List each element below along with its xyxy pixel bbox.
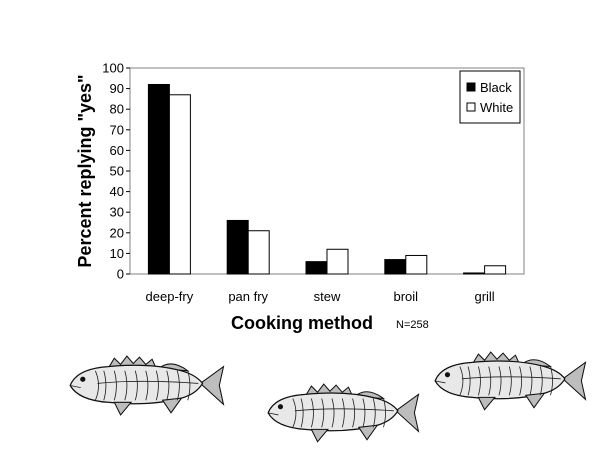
y-tick-label: 30 xyxy=(110,205,124,220)
bar-white-pan-fry xyxy=(247,230,270,275)
fish-illustration-right xyxy=(434,351,587,411)
y-tick-label: 70 xyxy=(110,122,124,137)
bar-black-grill xyxy=(463,272,486,275)
bar-white-grill xyxy=(484,265,507,275)
bar-black-stew xyxy=(305,261,328,275)
x-tick-label: pan fry xyxy=(228,289,268,304)
y-tick-label: 80 xyxy=(110,102,124,117)
legend-swatch-black xyxy=(466,82,476,92)
legend-swatch-white xyxy=(466,102,476,112)
fish-illustration-left xyxy=(69,355,225,416)
x-tick-label: grill xyxy=(474,289,494,304)
y-tick-label: 90 xyxy=(110,81,124,96)
y-tick-label: 100 xyxy=(102,61,124,76)
bar-black-deep-fry xyxy=(147,83,170,275)
fish-illustration-center xyxy=(267,383,420,443)
legend-label-white: White xyxy=(480,100,513,115)
plot-area xyxy=(129,67,525,275)
legend-label-black: Black xyxy=(480,80,512,95)
x-tick-label: stew xyxy=(314,289,341,304)
x-axis-title: Cooking method xyxy=(231,313,373,333)
legend-box xyxy=(459,70,521,124)
bar-white-broil xyxy=(405,254,428,275)
x-tick-label: broil xyxy=(394,289,419,304)
y-tick-label: 10 xyxy=(110,246,124,261)
y-tick-label: 0 xyxy=(117,267,124,282)
y-tick-label: 20 xyxy=(110,225,124,240)
bar-black-pan-fry xyxy=(226,219,249,275)
bar-black-broil xyxy=(384,259,407,275)
y-tick-label: 40 xyxy=(110,184,124,199)
legend: Black White xyxy=(459,70,521,124)
bar-white-stew xyxy=(326,248,349,275)
y-axis-title: Percent replying "yes" xyxy=(75,74,95,267)
sample-size-note: N=258 xyxy=(396,319,429,331)
y-tick-label: 50 xyxy=(110,164,124,179)
bar-white-deep-fry xyxy=(168,94,191,275)
x-tick-label: deep-fry xyxy=(146,289,194,304)
y-tick-label: 60 xyxy=(110,143,124,158)
